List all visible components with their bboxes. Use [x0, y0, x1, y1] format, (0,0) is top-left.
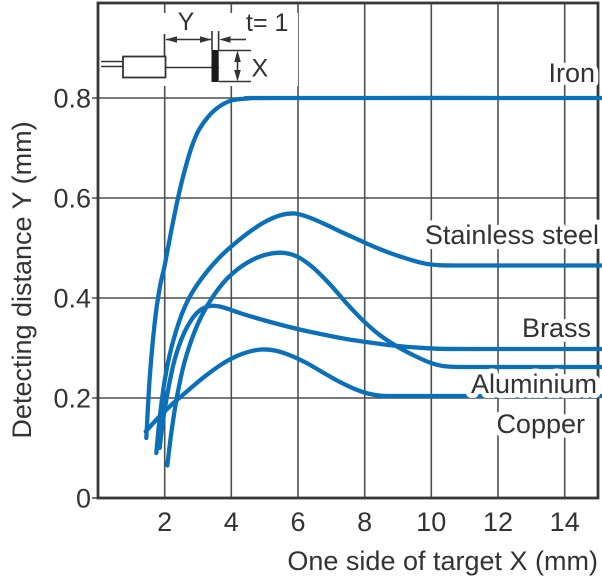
series-label-aluminium: Aluminium [471, 369, 597, 399]
y-dimension-right-arrow-icon [200, 36, 212, 43]
curve-stainless-steel [154, 211, 602, 456]
x-tick-label-6: 6 [290, 507, 305, 537]
curve-aluminium [165, 250, 602, 468]
y-tick-label-0.6: 0.6 [53, 184, 91, 214]
y-tick-label-0: 0 [76, 484, 91, 514]
inset-label-distance-y: Y [178, 8, 195, 36]
x-tick-label-8: 8 [357, 507, 372, 537]
series-label-copper: Copper [496, 409, 585, 439]
y-axis-title: Detecting distance Y (mm) [7, 121, 37, 438]
dimension-extension-lines [163, 31, 220, 57]
inset-label-target-x: X [252, 55, 269, 83]
y-tick-label-0.2: 0.2 [53, 384, 91, 414]
x-dimension-ticks [219, 49, 251, 83]
sensor-body [122, 55, 167, 79]
thickness-arrow-icon [219, 36, 231, 43]
sensor-lead-wires [101, 60, 123, 68]
plot-frame [96, 1, 600, 500]
curve-brass [157, 303, 602, 451]
x-dimension-up-arrow-icon [234, 50, 241, 62]
y-dimension-left-arrow-icon [165, 36, 177, 43]
measurement-setup-inset: Y t= 1 X [101, 8, 298, 86]
y-tick-label-0.8: 0.8 [53, 84, 91, 114]
curve-iron [144, 95, 602, 441]
curve-layer [143, 95, 602, 468]
tick-label-layer: 2 4 6 8 10 12 14 0 0.2 0.4 0.6 0.8 [53, 84, 579, 538]
target-bar [211, 50, 219, 82]
inset-label-thickness: t= 1 [246, 9, 288, 37]
y-tick-label-0.4: 0.4 [53, 284, 91, 314]
x-dimension-down-arrow-icon [234, 70, 241, 82]
series-label-brass: Brass [522, 313, 591, 343]
x-axis-title: One side of target X (mm) [287, 546, 598, 576]
x-tick-label-14: 14 [550, 507, 580, 537]
series-label-iron: Iron [548, 58, 595, 88]
curve-copper [143, 347, 602, 434]
x-tick-label-4: 4 [224, 507, 239, 537]
x-tick-label-2: 2 [157, 507, 172, 537]
series-label-layer: Iron Stainless steel Brass Aluminium Copper [420, 53, 602, 444]
x-tick-label-12: 12 [483, 507, 513, 537]
series-label-stainless-steel: Stainless steel [425, 220, 599, 250]
x-tick-label-10: 10 [416, 507, 446, 537]
